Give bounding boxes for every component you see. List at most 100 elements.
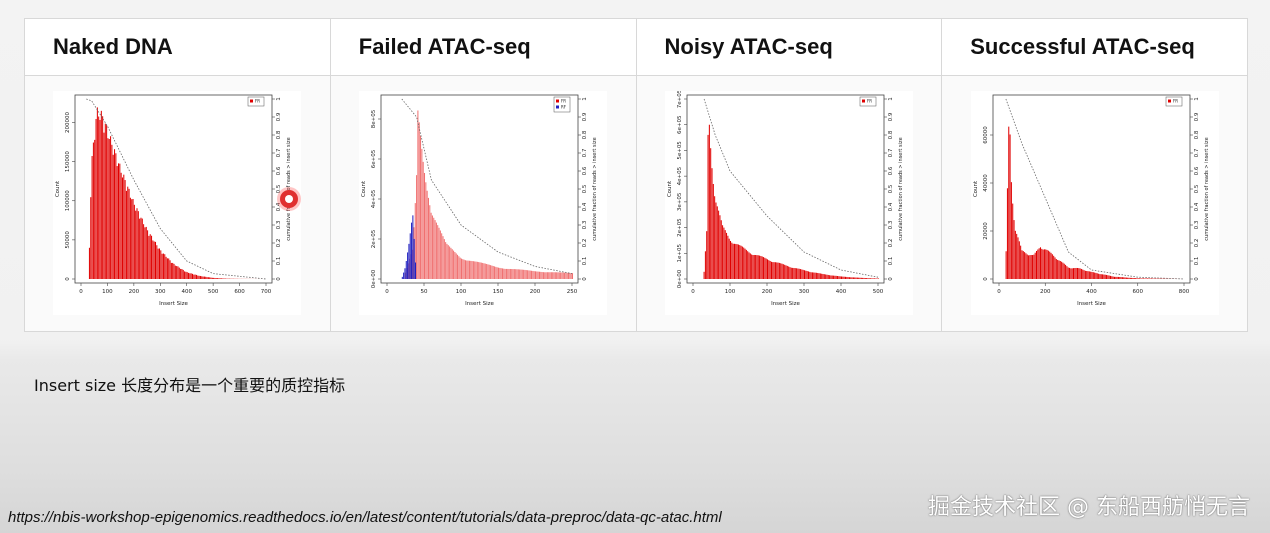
bar-series: [1005, 126, 1184, 279]
legend-label: FR: [1173, 99, 1178, 104]
histogram-bar: [201, 276, 203, 279]
histogram-bar: [1150, 278, 1152, 279]
histogram-bar: [871, 278, 873, 279]
histogram-bar: [707, 134, 709, 279]
x-tick-label: 50: [421, 289, 428, 295]
histogram-bar: [1145, 278, 1147, 279]
histogram-bar: [1040, 248, 1042, 279]
histogram-bar: [487, 264, 489, 279]
histogram-bar: [1137, 278, 1139, 279]
histogram-bar: [432, 215, 434, 279]
histogram-bar: [130, 197, 132, 279]
histogram-bar: [801, 269, 803, 279]
y2-tick-label: 0.1: [582, 257, 588, 266]
histogram-bar: [1031, 255, 1033, 279]
histogram-bar: [1088, 271, 1090, 279]
histogram-bar: [1121, 277, 1123, 279]
histogram-bar: [835, 275, 837, 279]
histogram-bar: [195, 274, 197, 279]
histogram-bar: [875, 278, 877, 279]
histogram-bar: [761, 256, 763, 279]
source-url-link[interactable]: https://nbis-workshop-epigenomics.readth…: [8, 509, 722, 526]
histogram-bar: [867, 278, 869, 279]
histogram-bar: [831, 275, 833, 279]
y-tick-label: 0: [983, 277, 989, 281]
histogram-bar: [822, 273, 824, 279]
histogram-bar: [805, 270, 807, 279]
histogram-bar: [747, 251, 749, 279]
histogram-bar: [552, 272, 554, 279]
y-tick-label: 0: [65, 277, 71, 281]
histogram-bar: [756, 255, 758, 279]
y-tick-label: 20000: [983, 222, 989, 240]
histogram-bar: [517, 269, 519, 279]
histogram-bar: [818, 273, 820, 279]
histogram-bar: [823, 274, 825, 279]
rf-histogram-bar: [403, 272, 405, 279]
histogram-bar: [1118, 276, 1120, 279]
histogram-bar: [547, 272, 549, 279]
x-tick-label: 400: [836, 289, 847, 295]
histogram-bar: [173, 263, 175, 279]
histogram-bar: [716, 206, 718, 279]
histogram-bar: [739, 245, 741, 279]
y2-tick-label: 0.4: [1194, 202, 1200, 211]
chart-naked-dna: 0 100 200 300 400 500 600 700 0 50000 100000 150000…: [53, 91, 302, 315]
histogram-bar: [122, 177, 124, 279]
histogram-bar: [533, 271, 535, 279]
histogram-bar: [478, 262, 480, 279]
histogram-bar: [217, 278, 219, 279]
y2-tick-label: 0.9: [582, 112, 588, 121]
histogram-bar: [521, 269, 523, 279]
histogram-bar: [142, 218, 144, 279]
y2-tick-label: 0.7: [276, 148, 282, 157]
histogram-bar: [1054, 257, 1056, 279]
histogram-bar: [745, 249, 747, 279]
histogram-bar: [106, 125, 108, 279]
histogram-bar: [777, 262, 779, 279]
histogram-bar: [471, 261, 473, 279]
y-tick-label: 100000: [65, 190, 71, 211]
histogram-bar: [736, 244, 738, 279]
histogram-bar: [855, 277, 857, 279]
histogram-bar: [1069, 268, 1072, 279]
histogram-bar: [554, 272, 556, 279]
histogram-bar: [770, 261, 772, 279]
histogram-bar: [115, 153, 117, 279]
histogram-bar: [172, 262, 174, 279]
y2-tick-label: 0.9: [888, 112, 894, 121]
histogram-bar: [793, 267, 795, 279]
histogram-bar: [1046, 249, 1048, 279]
rf-bar-series: [401, 215, 417, 279]
y2-tick-label: 0.2: [276, 239, 282, 248]
histogram-bar: [420, 135, 422, 279]
legend-swatch: [1167, 99, 1171, 103]
histogram-bar: [732, 243, 734, 279]
histogram-bar: [1101, 274, 1103, 279]
histogram-bar: [806, 271, 808, 279]
y2-tick-label: 1: [582, 97, 588, 101]
y2-tick-label: 0.4: [276, 202, 282, 211]
y-tick-label: 150000: [65, 151, 71, 172]
y-tick-label: 200000: [65, 111, 71, 132]
y2-tick-label: 0.8: [888, 130, 894, 139]
rf-histogram-bar: [401, 276, 403, 279]
histogram-bar: [511, 269, 513, 279]
histogram-bar: [1062, 262, 1064, 279]
histogram-bar: [1073, 268, 1075, 279]
histogram-bar: [139, 218, 141, 279]
y2-tick-label: 0.5: [888, 184, 894, 193]
y2-tick-label: 0.3: [276, 220, 282, 229]
histogram-bar: [111, 144, 113, 279]
panel-naked-dna: Naked DNA 0 100 200 300 400 500 600 700 0 50000 10…: [25, 19, 331, 331]
histogram-bar: [512, 269, 514, 279]
histogram-bar: [1030, 254, 1032, 279]
histogram-bar: [119, 163, 121, 279]
histogram-bar: [1023, 252, 1025, 279]
plot-frame: [686, 94, 885, 284]
rf-histogram-bar: [409, 233, 411, 279]
histogram-bar: [1080, 268, 1082, 279]
histogram-bar: [1060, 261, 1062, 279]
histogram-bar: [704, 251, 706, 279]
histogram-bar: [558, 272, 560, 279]
